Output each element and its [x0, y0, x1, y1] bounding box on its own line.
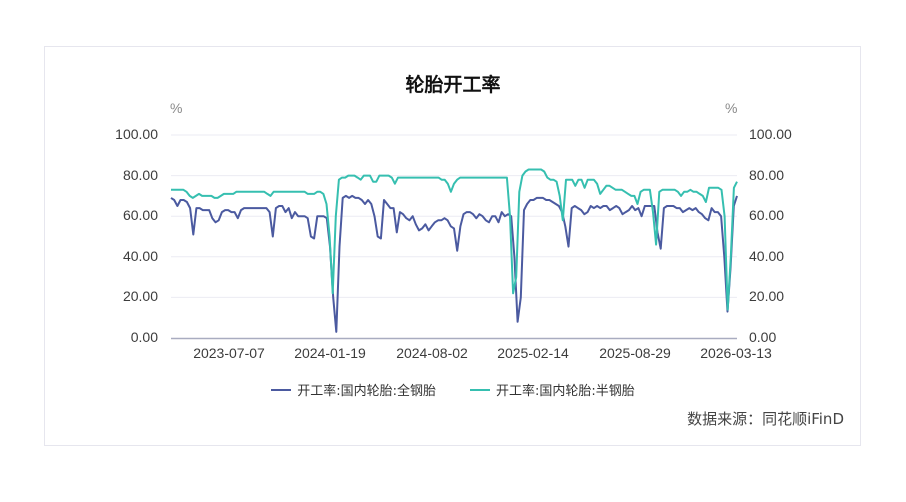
right-axis-unit: %: [725, 100, 738, 116]
legend-label: 开工率:国内轮胎:半钢胎: [496, 384, 635, 399]
y-tick-label: 40.00: [749, 247, 785, 264]
y-tick-label: 60.00: [122, 207, 158, 224]
y-tick-label: 20.00: [122, 288, 158, 305]
x-tick-label: 2023-07-07: [193, 345, 265, 361]
y-tick-label: 20.00: [749, 288, 785, 305]
y-tick-label: 100.00: [749, 126, 792, 142]
left-axis-unit: %: [170, 100, 183, 116]
y-tick-label: 80.00: [749, 166, 785, 183]
y-tick-label: 60.00: [749, 207, 785, 224]
y-tick-label: 0.00: [130, 329, 158, 345]
legend-item-all-steel[interactable]: 开工率:国内轮胎:全钢胎: [271, 380, 436, 399]
gridlines: [171, 134, 737, 298]
x-tick-label: 2025-02-14: [497, 345, 569, 361]
legend-label: 开工率:国内轮胎:全钢胎: [297, 384, 436, 399]
series-line-semi-steel: [171, 168, 738, 311]
y-tick-label: 40.00: [122, 247, 158, 264]
legend-item-semi-steel[interactable]: 开工率:国内轮胎:半钢胎: [470, 380, 635, 399]
legend-swatch-all-steel: [271, 388, 292, 391]
series-line-all-steel: [170, 194, 738, 333]
x-tick-label: 2026-03-13: [700, 345, 772, 361]
data-source: 数据来源：同花顺iFinD: [687, 410, 844, 428]
y-tick-label: 100.00: [115, 126, 158, 142]
x-tick-label: 2024-01-19: [294, 345, 366, 361]
legend-swatch-semi-steel: [470, 388, 490, 391]
chart-title: 轮胎开工率: [405, 74, 501, 96]
legend: 开工率:国内轮胎:全钢胎 开工率:国内轮胎:半钢胎: [0, 380, 906, 399]
x-tick-label: 2025-08-29: [599, 345, 671, 361]
x-tick-label: 2024-08-02: [396, 345, 468, 361]
y-tick-label: 80.00: [122, 166, 158, 183]
y-tick-label: 0.00: [749, 329, 777, 345]
